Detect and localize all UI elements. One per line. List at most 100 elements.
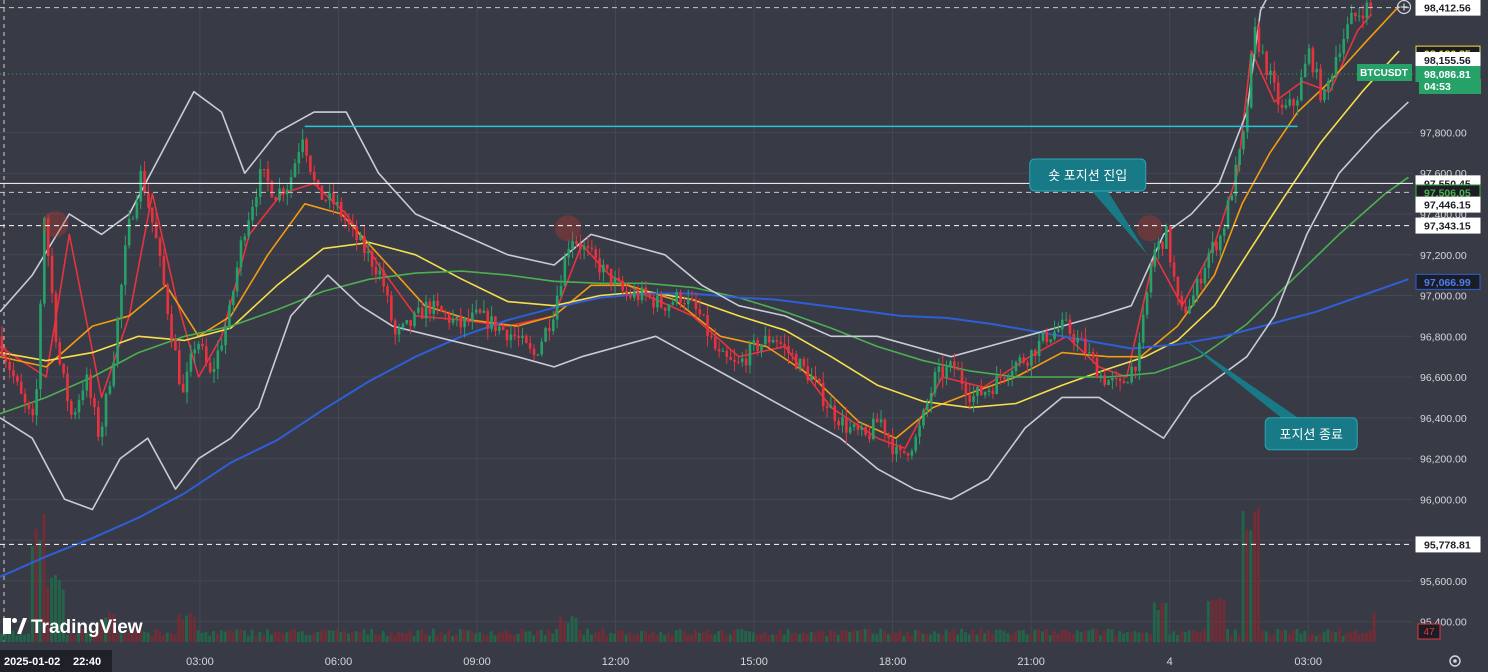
volume-bar (539, 630, 543, 642)
volume-bar (1199, 632, 1203, 642)
volume-bar (400, 633, 404, 642)
peak-marker (42, 211, 69, 238)
time-axis[interactable]: 03:00 06:00 09:00 12:00 15:00 18:00 21:00 4 03:0… (0, 650, 1488, 672)
candle-body (941, 366, 945, 378)
volume-bar (84, 631, 88, 642)
candles (0, 0, 1373, 463)
volume-bar (1164, 602, 1168, 642)
volume-bar (963, 632, 967, 642)
volume-bar (466, 630, 470, 642)
volume-bar (601, 628, 605, 642)
candle-body (339, 201, 343, 217)
candle-body (686, 298, 690, 305)
candle-body (390, 295, 393, 321)
volume-bar (944, 629, 948, 642)
candle-body (1057, 329, 1060, 332)
volume-bar (134, 629, 138, 642)
volume-bar (678, 629, 682, 642)
candle-body (35, 389, 38, 416)
callout-text: 숏 포지션 진입 (1048, 168, 1127, 183)
candle-body (937, 366, 941, 373)
volume-bar (188, 613, 192, 642)
candle-body (1361, 15, 1365, 19)
volume-bar (1214, 598, 1218, 642)
volume-bar (485, 635, 489, 642)
volume-bar (844, 630, 848, 642)
volume-bar (906, 632, 910, 642)
volume-bar (1052, 630, 1056, 642)
candle-body (744, 358, 748, 366)
candle-body (474, 309, 478, 313)
volume-bar (721, 630, 725, 642)
candle-body (363, 235, 366, 254)
candle-body (725, 350, 729, 357)
candle-body (386, 286, 389, 296)
candle-body (297, 152, 301, 164)
volume-bar (940, 634, 944, 642)
candle-body (837, 420, 840, 426)
candle-body (548, 327, 551, 332)
candle-body (494, 316, 497, 331)
volume-bar (266, 629, 270, 642)
volume-bar (50, 577, 54, 642)
candle-body (771, 340, 775, 343)
candle-body (1041, 331, 1045, 341)
volume-bar (19, 632, 23, 642)
candle-body (914, 436, 918, 451)
tradingview-logo[interactable]: TradingView (0, 612, 158, 642)
candle-body (659, 295, 663, 308)
candle-body (1176, 276, 1180, 297)
price-axis[interactable]: 95,400.0095,600.0095,800.0096,000.0096,2… (1413, 0, 1488, 642)
volume-bar (713, 634, 717, 642)
candle-body (1234, 164, 1238, 196)
volume-bar (1110, 629, 1114, 642)
volume-bar (0, 633, 3, 642)
candle-body (1338, 53, 1342, 57)
volume-bar (258, 631, 262, 642)
candle-body (1261, 51, 1265, 53)
volume-bar (717, 631, 721, 642)
candle-body (540, 341, 544, 355)
volume-bar (212, 631, 216, 642)
candle-body (740, 358, 744, 362)
volume-bar (744, 630, 748, 642)
volume-bar (535, 630, 539, 642)
candle-body (320, 185, 324, 200)
indicator-ema-blue (0, 278, 1409, 578)
volume-bar (107, 613, 111, 642)
candle-body (636, 291, 640, 301)
candle-body (760, 344, 763, 351)
gear-icon[interactable] (1449, 655, 1461, 667)
volume-bar (771, 634, 775, 642)
candle-body (1226, 200, 1230, 229)
volume-bar (458, 629, 462, 642)
volume-bar (420, 629, 424, 642)
candle-body (845, 417, 848, 433)
candle-body (567, 248, 571, 258)
volume-bar (960, 628, 964, 642)
volume-bar (516, 633, 520, 642)
candle-body (1300, 77, 1303, 101)
candle-body (879, 419, 883, 423)
volume-bar (1118, 631, 1122, 642)
candle-body (513, 334, 517, 336)
volume-bar (1006, 633, 1010, 642)
plus-icon[interactable] (1396, 0, 1412, 15)
volume-bar (578, 629, 582, 642)
candle-body (1203, 268, 1207, 284)
volume-bar (852, 630, 856, 642)
candle-body (779, 342, 783, 344)
volume-bar (69, 632, 73, 642)
volume-bar (34, 528, 38, 642)
volume-bar (805, 634, 809, 642)
volume-bar (640, 630, 644, 642)
volume-bar (1068, 631, 1072, 642)
volume-bar (362, 629, 366, 642)
volume-bar (1137, 632, 1141, 642)
candle-body (50, 255, 54, 294)
volume-bar (15, 635, 19, 642)
indicator-ema-yellow (0, 50, 1400, 409)
time-tick-label: 15:00 (740, 656, 768, 668)
